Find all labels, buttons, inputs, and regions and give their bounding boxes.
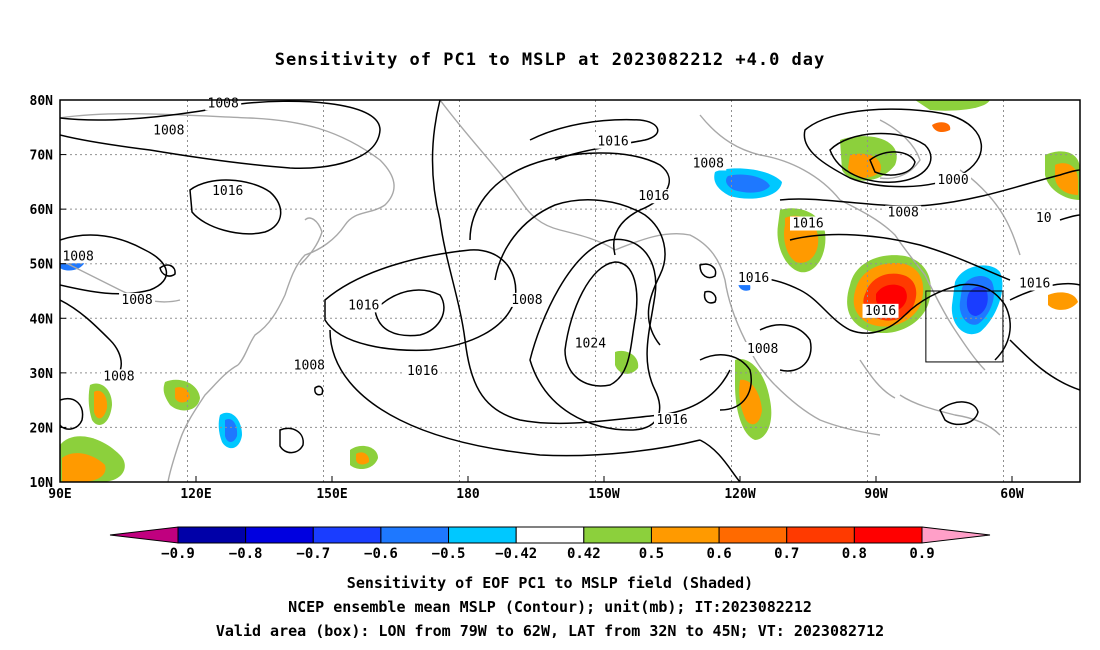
colorbar-labels: −0.9 −0.8 −0.7 −0.6 −0.5 −0.42 0.42 0.5 0.6 0.7 0.… [161, 546, 935, 562]
colorbar-low-extend [109, 526, 179, 544]
contour-label: 1000 [937, 173, 968, 188]
contour-label: 1016 [865, 304, 896, 319]
lat-tick-label: 50N [30, 258, 54, 273]
coastlines [60, 100, 1021, 482]
colorbar-label: −0.6 [364, 546, 398, 562]
colorbar-segment [786, 526, 855, 544]
contour-label-bg [291, 358, 328, 373]
contour-label-bg [100, 369, 137, 384]
lon-tick-label: 180 [456, 487, 480, 502]
contour-label: 1016 [656, 413, 687, 428]
contour-label-bg [595, 134, 632, 149]
contour-label: 1016 [348, 298, 379, 313]
lon-tick-label: 90E [48, 487, 71, 502]
contour-label-bg [150, 123, 187, 138]
lon-tick-label: 150E [316, 487, 347, 502]
lon-tick-label: 120W [724, 487, 755, 502]
contour-label-bg [744, 342, 781, 357]
colorbar-segment [583, 526, 652, 544]
contour-label-bg [209, 183, 246, 198]
colorbar-label: 0.6 [706, 546, 731, 562]
contour-label-bg [508, 292, 545, 307]
contour-label-bg [654, 412, 690, 427]
colorbar [109, 526, 991, 544]
contour-label: 1008 [888, 206, 919, 221]
contour-label-bg [119, 292, 156, 307]
caption-line-3: Valid area (box): LON from 79W to 62W, L… [215, 622, 885, 640]
contour-label-bg [735, 271, 772, 286]
contour-labels: 1008 1008 1016 1008 1016 1016 1000 1008 10 1008 10… [60, 96, 1054, 428]
lon-tick-label: 90W [864, 487, 888, 502]
contour-label: 1008 [511, 293, 542, 308]
colorbar-segment [515, 526, 585, 544]
contour-label-bg [572, 336, 609, 351]
colorbar-label: 0.5 [639, 546, 664, 562]
colorbar-label: 0.42 [567, 546, 601, 562]
colorbar-segment [448, 526, 517, 544]
colorbar-label: −0.8 [229, 546, 263, 562]
colorbar-label: 0.9 [909, 546, 934, 562]
colorbar-label: 0.7 [774, 546, 799, 562]
colorbar-label: −0.5 [432, 546, 466, 562]
lat-tick-label: 10N [30, 476, 54, 491]
contour-label-bg [935, 172, 972, 187]
colorbar-segment [650, 526, 720, 544]
lat-tick-label: 20N [30, 421, 54, 436]
caption-line-2: NCEP ensemble mean MSLP (Contour); unit(… [288, 598, 812, 616]
caption-line-1: Sensitivity of EOF PC1 to MSLP field (Sh… [346, 574, 754, 592]
lat-tick-label: 70N [30, 149, 54, 164]
contour-label: 1008 [693, 156, 724, 171]
colorbar-label: −0.7 [296, 546, 330, 562]
colorbar-segment [312, 526, 382, 544]
contour-label-bg [345, 298, 382, 313]
colorbar-label: −0.42 [495, 546, 537, 562]
latitude-labels: 80N 70N 60N 50N 40N 30N 20N 10N [30, 94, 66, 491]
contour-label-bg [1016, 276, 1053, 291]
colorbar-label: 0.8 [842, 546, 867, 562]
contour-label: 1016 [792, 217, 823, 232]
contour-label: 1016 [597, 135, 628, 150]
contour-label: 1016 [212, 184, 243, 199]
contour-label: 1016 [738, 271, 769, 286]
valid-area-box [925, 290, 1004, 363]
contour-label: 1008 [103, 369, 134, 384]
contour-label-bg [1033, 211, 1054, 226]
contour-label: 1008 [121, 293, 152, 308]
colorbar-segment [177, 526, 247, 544]
colorbar-label: −0.9 [161, 546, 195, 562]
contour-label: 1008 [294, 358, 325, 373]
contour-label-bg [690, 156, 727, 171]
contour-label: 1016 [407, 364, 438, 379]
contour-label-bg [635, 189, 672, 204]
contour-label: 1016 [638, 189, 669, 204]
contour-label: 1008 [62, 249, 93, 264]
map-title: Sensitivity of PC1 to MSLP at 2023082212… [274, 50, 826, 70]
contour-label-bg [60, 249, 97, 264]
lon-tick-label: 120E [180, 487, 211, 502]
lat-tick-label: 80N [30, 94, 54, 109]
lat-tick-label: 40N [30, 312, 54, 327]
longitude-labels: 90E 120E 150E 180 150W 120W 90W 60W [48, 476, 1024, 502]
contour-label: 1008 [153, 124, 184, 139]
contour-label-bg [862, 303, 899, 318]
lon-tick-label: 60W [1000, 487, 1024, 502]
contour-label-bg [790, 216, 826, 231]
contour-label: 1016 [1019, 277, 1050, 292]
colorbar-segment [380, 526, 450, 544]
colorbar-segment [718, 526, 788, 544]
contour-label: 1024 [575, 337, 606, 352]
contour-label-bg [885, 205, 922, 220]
lat-tick-label: 60N [30, 203, 54, 218]
contour-label: 1008 [747, 342, 778, 357]
contour-label-bg [404, 363, 441, 378]
colorbar-segment [853, 526, 923, 544]
lon-tick-label: 150W [588, 487, 619, 502]
colorbar-segment [245, 526, 314, 544]
colorbar-high-extend [921, 526, 991, 544]
map-frame [59, 99, 1081, 483]
contour-label: 10 [1036, 211, 1052, 226]
lat-tick-label: 30N [30, 367, 54, 382]
contour-label: 1008 [208, 96, 239, 111]
